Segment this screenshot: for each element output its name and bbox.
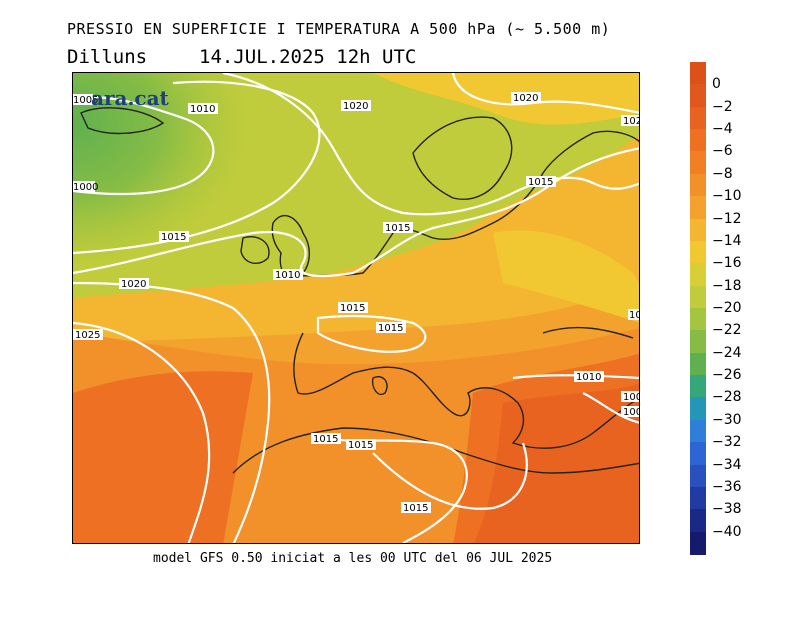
isobar-label: 1000: [73, 182, 98, 193]
isobar-label: 1015: [161, 232, 186, 243]
legend-swatch: [690, 308, 706, 331]
legend-swatch: [690, 509, 706, 533]
isobar-label: 1020: [343, 101, 368, 112]
legend-swatch: [690, 240, 706, 264]
black-sea-coast: [542, 326, 634, 339]
legend-label: −26: [712, 367, 742, 384]
isobar-1020-west: [73, 281, 271, 543]
temp-band-4-west: [73, 371, 253, 543]
legend-swatch: [690, 263, 706, 287]
legend-swatch: [690, 218, 706, 242]
iceland-coast: [80, 107, 165, 135]
legend-label: −8: [712, 165, 733, 182]
legend-label: −38: [712, 501, 742, 518]
isobar-labels: 1005 1010 1020 1020 102 1000 1015 1015 1…: [73, 92, 640, 514]
isobar-1005-east: [582, 392, 639, 424]
continent-north-coast: [287, 130, 639, 279]
legend-label: −28: [712, 389, 742, 406]
isobar-label: 1015: [403, 503, 428, 514]
legend-swatch: [690, 352, 706, 376]
temp-band-2-east: [473, 383, 639, 543]
temp-band-14-east: [493, 230, 639, 323]
legend-label: 0: [712, 76, 721, 93]
legend-label: −12: [712, 210, 742, 227]
legend-label: −24: [712, 344, 742, 361]
ara-cat-logo: ara.cat: [91, 86, 169, 110]
isobar-1015-central: [316, 314, 427, 353]
isobar-label: 100: [623, 407, 640, 418]
isobar-1005: [73, 96, 215, 196]
isobar-label: 1005: [73, 95, 98, 106]
legend-label: −30: [712, 411, 742, 428]
mediterranean-north-coast: [293, 332, 639, 449]
isobar-label: 1020: [121, 279, 146, 290]
isobar-label: 1010: [275, 270, 300, 281]
legend-swatch: [690, 531, 706, 555]
legend-label: −20: [712, 300, 742, 316]
legend-swatch: [690, 129, 706, 153]
legend-label: −32: [712, 434, 742, 451]
legend-label: −6: [712, 143, 733, 160]
legend-swatch: [690, 464, 706, 488]
isobar-1025: [73, 321, 211, 543]
legend-swatch: [690, 151, 706, 175]
legend-swatch: [690, 419, 706, 443]
temp-band-14-north: [373, 73, 639, 125]
legend-label: −4: [712, 121, 733, 138]
legend-swatch: [690, 486, 706, 510]
map-subtitle: Dilluns 14.JUL.2025 12h UTC: [67, 46, 416, 68]
legend-swatch: [690, 106, 706, 130]
scandinavia-coast: [412, 116, 513, 200]
isobar-label: 1010: [576, 372, 601, 383]
isobar-label: 1025: [75, 330, 100, 341]
isobar-label: 101: [629, 310, 640, 321]
isobar-label: 102: [623, 116, 640, 127]
legend-label: −18: [712, 277, 742, 294]
legend-label: −2: [712, 98, 733, 115]
legend-swatch: [690, 375, 706, 399]
corsica-coast: [371, 376, 388, 395]
legend-swatch: [690, 397, 706, 421]
isobar-label: 1015: [528, 177, 553, 188]
weather-map: 1005 1010 1020 1020 102 1000 1015 1015 1…: [72, 72, 640, 544]
isobar-label: 1015: [340, 303, 365, 314]
legend-label: −14: [712, 232, 742, 249]
legend-swatch: [690, 173, 706, 197]
legend-swatch: [690, 285, 706, 309]
isobar-label: 1015: [378, 323, 403, 334]
day-label: Dilluns: [67, 46, 148, 68]
isobar-label: 1010: [190, 104, 215, 115]
isobar-label: 100: [623, 392, 640, 403]
isobar-1020-mid: [222, 73, 639, 216]
temperature-legend: [690, 62, 706, 555]
legend-swatch: [690, 84, 706, 108]
model-caption: model GFS 0.50 iniciat a les 00 UTC del …: [153, 551, 553, 566]
legend-label: −16: [712, 255, 742, 272]
legend-label: −36: [712, 478, 742, 495]
map-canvas: 1005 1010 1020 1020 102 1000 1015 1015 1…: [73, 73, 640, 543]
legend-swatch: [690, 62, 706, 85]
isobar-label: 1015: [313, 434, 338, 445]
ireland-coast: [240, 236, 270, 265]
isobar-1015-south-2: [372, 442, 528, 510]
legend-swatch: [690, 442, 706, 466]
legend-label: −10: [712, 188, 742, 205]
map-title: PRESSIO EN SUPERFICIE I TEMPERATURA A 50…: [67, 20, 611, 38]
datetime-label: 14.JUL.2025 12h UTC: [199, 46, 417, 68]
legend-label: −40: [712, 523, 742, 540]
isobar-label: 1020: [513, 93, 538, 104]
legend-swatch: [690, 196, 706, 220]
isobar-label: 1015: [348, 440, 373, 451]
legend-swatch: [690, 330, 706, 354]
temp-cold-pool: [73, 73, 393, 333]
legend-label: −22: [712, 322, 742, 339]
legend-label: −34: [712, 456, 742, 473]
isobar-label: 1015: [385, 223, 410, 234]
